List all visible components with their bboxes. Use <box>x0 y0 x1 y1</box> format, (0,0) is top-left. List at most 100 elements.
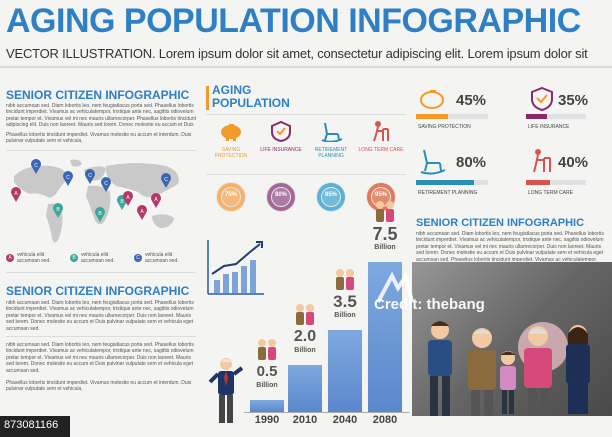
map-pin-icon: C <box>101 177 111 192</box>
ring-row: 75% 80% 85% 95% <box>206 180 406 220</box>
piggy-bank-icon <box>221 124 241 141</box>
legend-label: vehicula eliit accumsan sed. <box>145 252 179 264</box>
piggy-bank-icon <box>420 90 444 109</box>
left-bottom-paragraph: nibh accumsan sed. Diam lobortis leo, ne… <box>6 300 194 332</box>
percentage-ring: 75% <box>214 180 248 214</box>
elder-couple-icon <box>258 339 276 361</box>
ring-icon <box>216 182 246 212</box>
map-pin-icon: C <box>161 173 171 188</box>
shield-icon <box>531 86 553 112</box>
stat-label: LIFE INSURANCE <box>528 124 570 130</box>
bar-year-label: 1990 <box>254 414 280 426</box>
stock-watermark-credit: Credit: thebang <box>374 296 485 313</box>
page-title: AGING POPULATION INFOGRAPHIC <box>6 2 581 40</box>
stat-fill <box>416 180 474 185</box>
elder-couple-icon <box>376 201 394 222</box>
svg-text:B: B <box>120 199 124 205</box>
svg-text:B: B <box>98 211 102 217</box>
ring-value: 75% <box>224 192 237 198</box>
svg-text:C: C <box>88 173 92 179</box>
stat-card: 40% LONG TERM CARE <box>526 146 610 204</box>
header-divider <box>0 66 612 68</box>
map-pin-icon: B <box>94 207 105 222</box>
right-paragraph: nibh accumsan sed. Diam lobortis leo, ne… <box>416 231 604 261</box>
bar <box>250 400 284 412</box>
bar-year-label: 2080 <box>372 414 398 426</box>
icon-item-saving: SAVING PROTECTION <box>206 120 256 159</box>
bar <box>328 329 362 412</box>
legend-pin-icon: A <box>6 254 14 262</box>
divider <box>6 272 196 273</box>
stat-label: SAVING PROTECTION <box>418 124 471 130</box>
family-group-icon <box>292 303 318 332</box>
stat-percent: 45% <box>456 92 487 109</box>
stat-track <box>526 180 586 185</box>
heading-line-1: AGING <box>212 83 252 97</box>
ring-icon <box>316 182 346 212</box>
left-bottom-heading: SENIOR CITIZEN INFOGRAPHIC <box>6 284 190 298</box>
bar <box>288 365 322 412</box>
stat-track <box>416 114 488 119</box>
map-pin-icon: C <box>63 171 73 186</box>
left-bottom-paragraph-2: nibh accumsan sed. Diam lobortis leo, ne… <box>6 342 194 374</box>
svg-text:A: A <box>14 191 18 197</box>
bar-value-label: 3.5 <box>333 291 357 311</box>
bar-value-label: 0.5 <box>256 363 278 381</box>
walker-elder-icon <box>533 149 551 173</box>
icon-item-retirement: RETIREMENT PLANNING <box>306 120 356 159</box>
watermark-logo-icon <box>376 271 414 303</box>
divider <box>206 174 406 175</box>
icon-row: SAVING PROTECTION LIFE INSURANCE RETIREM… <box>206 120 406 170</box>
stat-percent: 35% <box>558 92 589 109</box>
stat-track <box>526 114 586 119</box>
ring-value: 95% <box>374 192 387 198</box>
right-heading: SENIOR CITIZEN INFOGRAPHIC <box>416 217 585 229</box>
icon-label: LONG TERM CARE <box>358 147 404 153</box>
svg-text:A: A <box>140 209 144 215</box>
growth-chart-icon <box>207 240 264 295</box>
family-group-icon <box>372 200 398 229</box>
stat-fill <box>526 114 547 119</box>
map-pin-icon: A <box>123 191 133 206</box>
population-bar-chart: 0.5 Billion 1990 2.0 Billion 2010 3.5 Billion… <box>204 0 412 437</box>
stat-label: RETIREMENT PLANNING <box>418 190 478 196</box>
svg-text:C: C <box>66 175 70 181</box>
ring-value: 80% <box>274 192 287 198</box>
world-map-continents <box>14 159 179 243</box>
legend-label: vehicula eliit accumsan sed. <box>81 252 115 264</box>
stat-percent: 80% <box>456 154 487 171</box>
elder-couple-icon <box>296 304 314 326</box>
map-legend: A vehicula eliit accumsan sed. B vehicul… <box>6 252 196 267</box>
legend-label: vehicula eliit accumsan sed. <box>17 252 51 264</box>
map-pin-icon: C <box>31 159 41 174</box>
divider <box>6 336 196 337</box>
icon-item-care: LONG TERM CARE <box>356 120 406 153</box>
left-bottom-paragraph-3: Phasellus lobortis tincidunt imperdiet. … <box>6 380 192 393</box>
bar-unit-label: Billion <box>374 244 396 251</box>
bar-unit-label: Billion <box>334 311 356 319</box>
family-group-icon <box>332 268 358 297</box>
stat-card: 80% RETIREMENT PLANNING <box>416 146 516 204</box>
bar-year-label: 2040 <box>332 414 358 426</box>
percentage-ring: 85% <box>314 180 348 214</box>
left-top-paragraph: nibh accumsan sed. Diam lobortis leo, ne… <box>6 103 196 129</box>
ring-icon <box>266 182 296 212</box>
bar-unit-label: Billion <box>256 382 278 390</box>
map-pin-icon: A <box>150 193 162 208</box>
stat-fill <box>526 180 550 185</box>
map-pin-icon: A <box>137 205 147 220</box>
svg-text:A: A <box>154 197 158 203</box>
legend-pin-icon: B <box>70 254 78 262</box>
stat-card: 35% LIFE INSURANCE <box>526 84 610 142</box>
svg-text:C: C <box>164 177 168 183</box>
family-illustration <box>428 321 590 416</box>
elder-businessman-figure <box>208 358 244 423</box>
ring-value: 85% <box>324 192 337 198</box>
svg-text:C: C <box>104 181 108 187</box>
heading-line-2: POPULATION <box>212 96 290 110</box>
aging-population-heading: AGING POPULATION <box>212 84 290 110</box>
shield-icon <box>271 120 291 143</box>
divider <box>206 114 406 115</box>
